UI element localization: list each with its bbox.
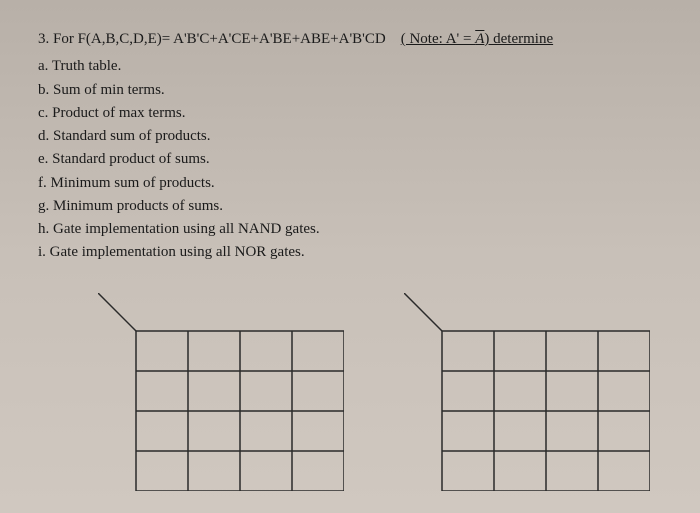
- equation: F(A,B,C,D,E)= A'B'C+A'CE+A'BE+ABE+A'B'CD: [78, 31, 386, 47]
- kmap-left: [98, 293, 344, 491]
- item-c: c. Product of max terms.: [38, 102, 662, 125]
- item-i: i. Gate implementation using all NOR gat…: [38, 241, 662, 264]
- item-a: a. Truth table.: [38, 55, 662, 78]
- items-list: a. Truth table.b. Sum of min terms.c. Pr…: [38, 55, 662, 264]
- note-prefix: ( Note: A' =: [401, 31, 476, 47]
- kmap-grid-right: [404, 293, 650, 491]
- item-g: g. Minimum products of sums.: [38, 195, 662, 218]
- note: ( Note: A' = A) determine: [401, 31, 553, 47]
- item-h: h. Gate implementation using all NAND ga…: [38, 218, 662, 241]
- item-b: b. Sum of min terms.: [38, 79, 662, 102]
- item-d: d. Standard sum of products.: [38, 125, 662, 148]
- kmap-right: [404, 293, 650, 491]
- item-e: e. Standard product of sums.: [38, 148, 662, 171]
- kmap-grid-left: [98, 293, 344, 491]
- question-number: 3.: [38, 31, 49, 47]
- note-suffix: ) determine: [484, 31, 553, 47]
- question-prefix: For: [53, 31, 74, 47]
- item-f: f. Minimum sum of products.: [38, 172, 662, 195]
- note-overline: A: [475, 31, 484, 47]
- kmap-container: [98, 293, 662, 491]
- problem-statement: 3. For F(A,B,C,D,E)= A'B'C+A'CE+A'BE+ABE…: [38, 28, 662, 265]
- question-line: 3. For F(A,B,C,D,E)= A'B'C+A'CE+A'BE+ABE…: [38, 28, 662, 51]
